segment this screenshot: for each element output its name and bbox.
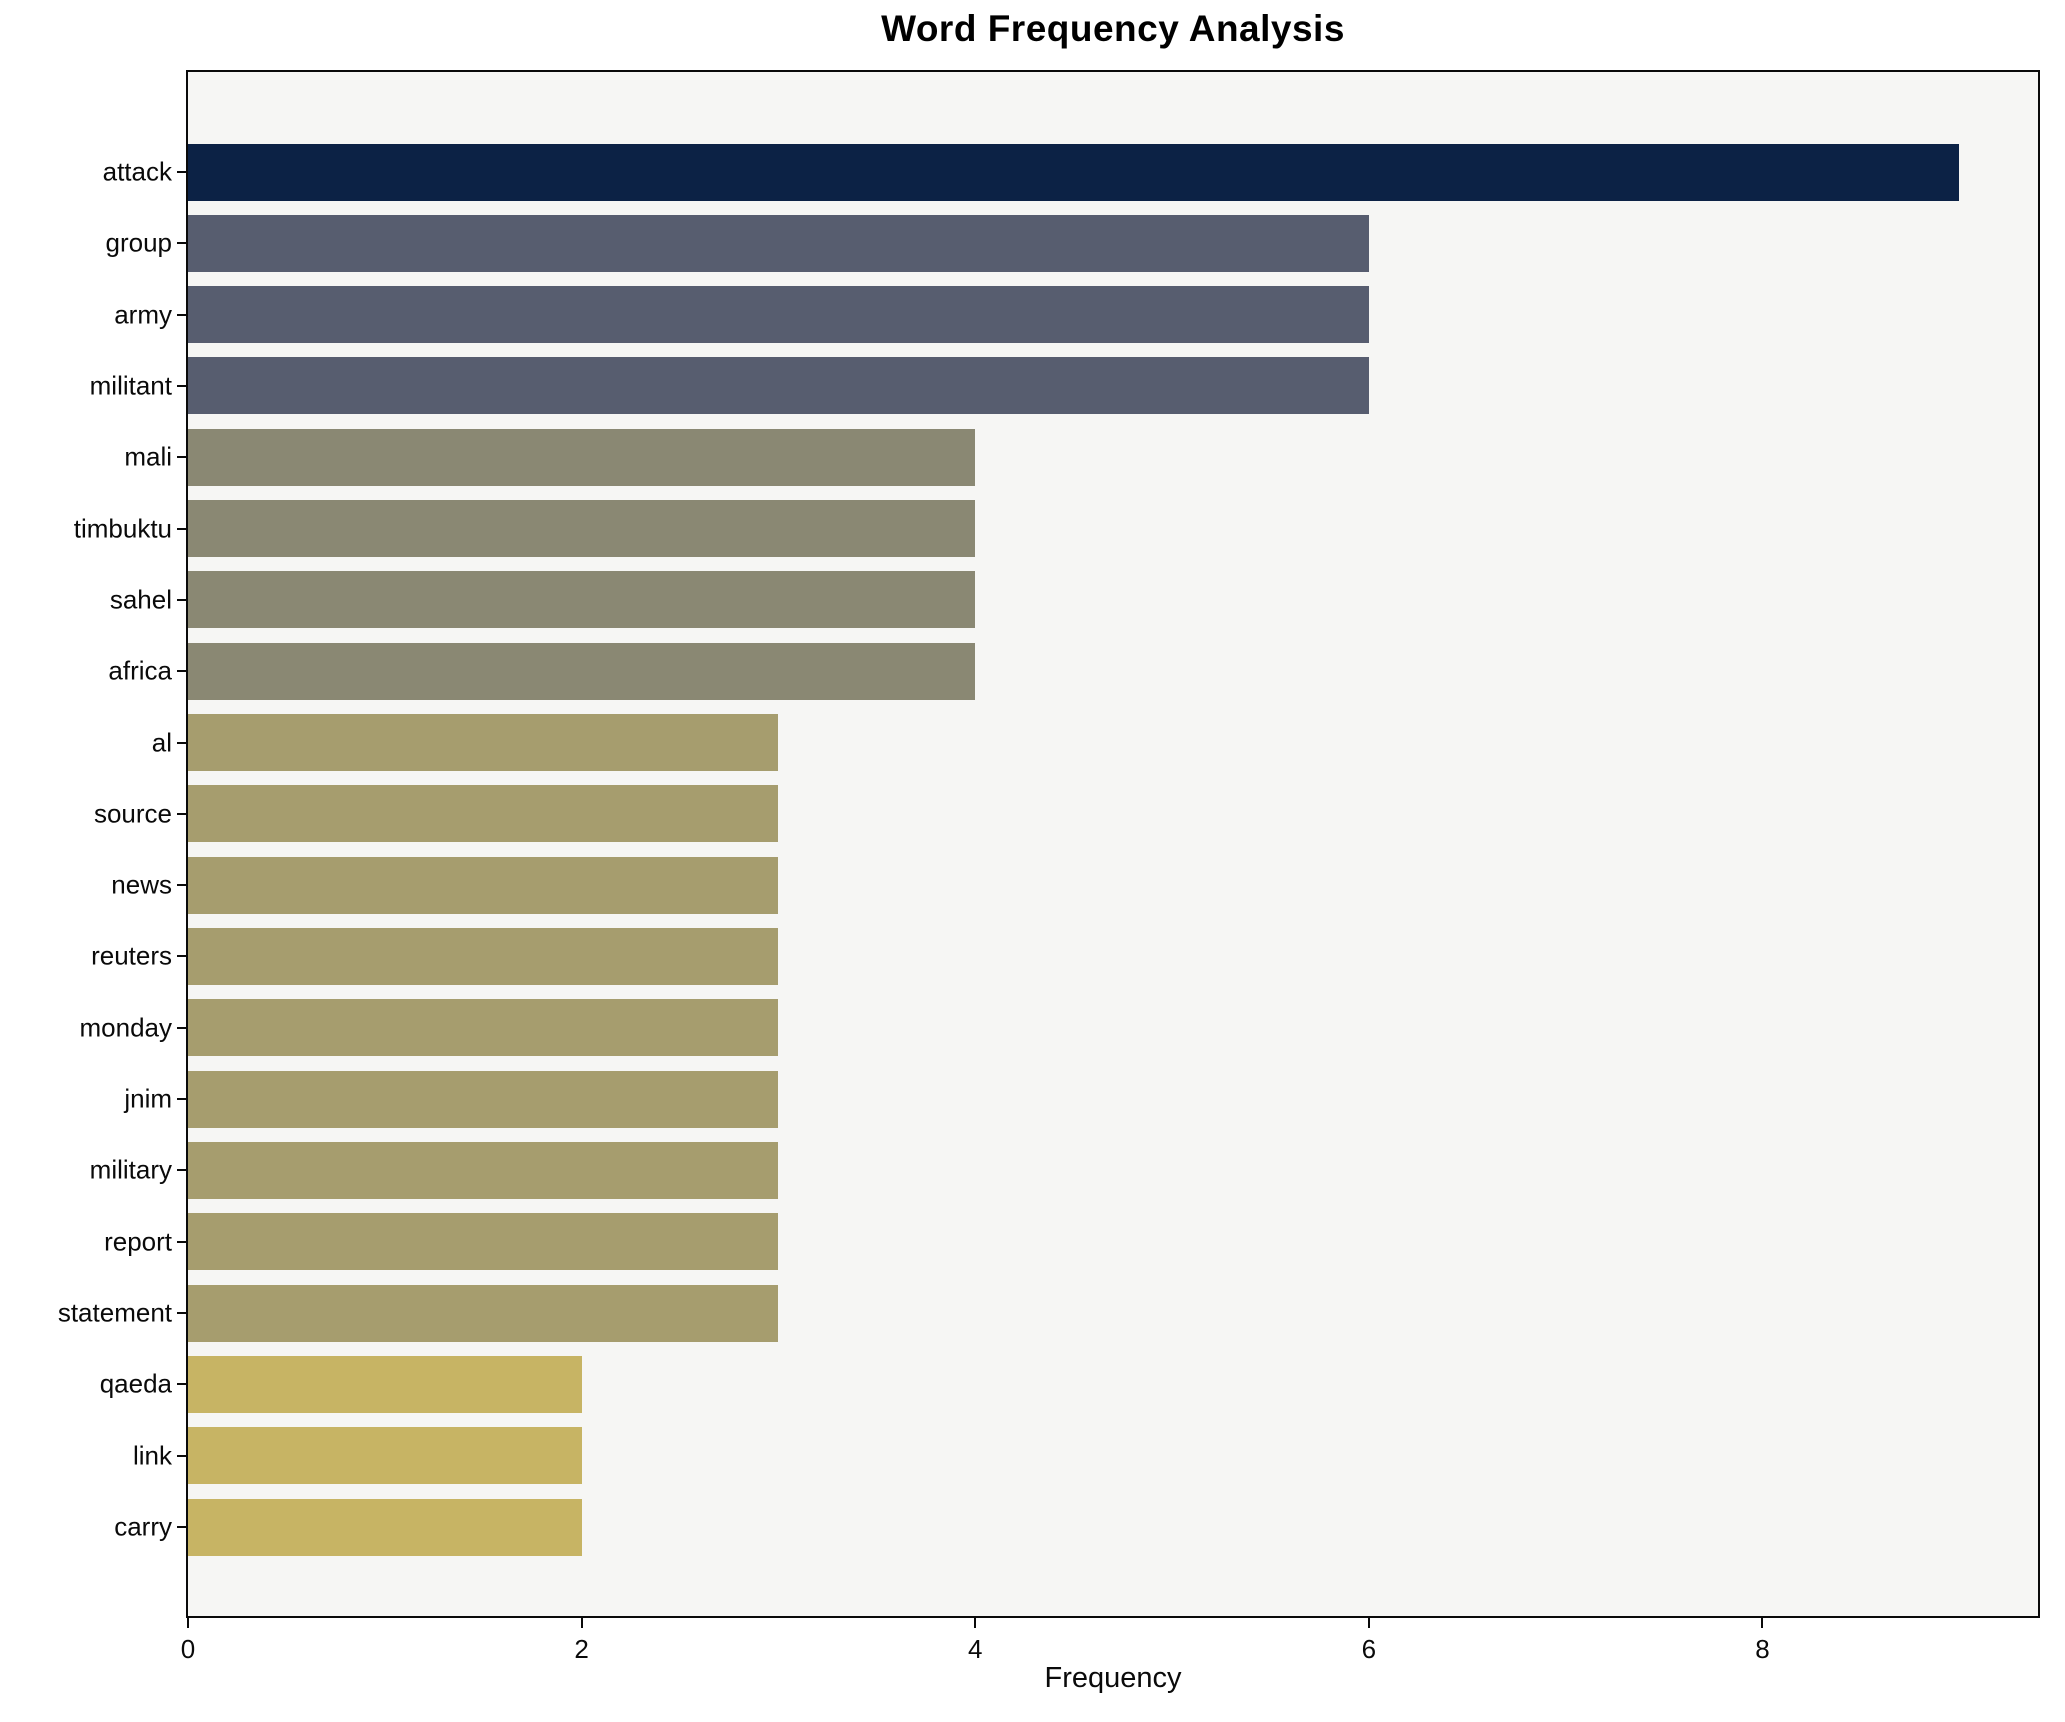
bar-timbuktu [188, 500, 976, 558]
y-tick-label-source: source [93, 798, 172, 829]
x-tick-mark [1367, 1618, 1370, 1628]
y-tick-label-qaeda: qaeda [99, 1368, 172, 1399]
bar-statement [188, 1284, 779, 1342]
bar-monday [188, 999, 779, 1057]
x-tick-mark [1761, 1618, 1764, 1628]
bar-carry [188, 1498, 582, 1556]
bar-jnim [188, 1070, 779, 1128]
y-tick-mark [177, 884, 186, 887]
y-tick-label-link: link [132, 1440, 172, 1471]
y-tick-label-militant: militant [89, 370, 172, 401]
y-tick-label-africa: africa [108, 655, 172, 686]
y-tick-mark [177, 741, 186, 744]
bar-link [188, 1427, 582, 1485]
y-tick-label-carry: carry [114, 1511, 172, 1542]
y-tick-mark [177, 1240, 186, 1243]
y-tick-mark [177, 313, 186, 316]
bar-africa [188, 642, 976, 700]
y-tick-mark [177, 527, 186, 530]
x-tick-mark [187, 1618, 189, 1628]
y-tick-label-jnim: jnim [124, 1083, 172, 1114]
x-axis-label: Frequency [1044, 1662, 1182, 1694]
y-tick-mark [177, 955, 186, 958]
x-tick-mark [580, 1618, 583, 1628]
y-tick-mark [177, 1526, 186, 1528]
x-tick-label-2: 2 [574, 1634, 589, 1664]
y-tick-label-monday: monday [79, 1012, 173, 1043]
plot-inner: attack group army militant mali timbuktu sahel… [58, 72, 2038, 1664]
x-tick-mark [974, 1618, 977, 1628]
y-tick-mark [177, 1026, 186, 1029]
y-tick-mark [177, 1098, 186, 1101]
bar-militant [188, 357, 1369, 415]
y-tick-label-reuters: reuters [91, 940, 172, 971]
bar-sahel [188, 571, 976, 629]
bar-source [188, 785, 779, 843]
bar-reuters [188, 927, 779, 985]
x-tick-label-8: 8 [1755, 1634, 1770, 1664]
y-tick-label-news: news [111, 869, 172, 900]
bar-mali [188, 428, 976, 486]
y-tick-label-statement: statement [57, 1297, 172, 1328]
y-tick-label-mali: mali [124, 441, 172, 472]
x-tick-label-0: 0 [180, 1634, 196, 1664]
bar-qaeda [188, 1355, 582, 1413]
y-tick-mark [177, 1454, 186, 1457]
y-tick-mark [177, 384, 186, 387]
y-tick-mark [177, 456, 186, 459]
chart-title: Word Frequency Analysis [881, 8, 1345, 49]
y-tick-label-timbuktu: timbuktu [73, 513, 172, 544]
bar-report [188, 1213, 779, 1271]
y-tick-mark [177, 242, 186, 245]
y-tick-mark [177, 670, 186, 673]
y-tick-mark [177, 171, 186, 173]
y-tick-mark [177, 1169, 186, 1172]
bar-group [188, 214, 1369, 272]
plot-area: attack group army militant mali timbuktu sahel… [58, 70, 2040, 1664]
x-tick-label-6: 6 [1361, 1634, 1377, 1664]
y-tick-label-al: al [151, 727, 172, 758]
y-tick-mark [177, 812, 186, 815]
y-tick-label-attack: attack [102, 156, 172, 187]
y-tick-label-army: army [114, 299, 172, 330]
y-tick-label-sahel: sahel [109, 584, 172, 615]
y-tick-label-military: military [89, 1154, 172, 1185]
bar-attack [188, 143, 1960, 201]
y-tick-label-report: report [104, 1226, 172, 1257]
bar-al [188, 714, 779, 772]
bar-military [188, 1141, 779, 1199]
y-tick-mark [177, 598, 186, 601]
x-tick-label-4: 4 [967, 1634, 983, 1664]
bar-army [188, 286, 1369, 344]
bar-news [188, 856, 779, 914]
y-tick-mark [177, 1312, 186, 1315]
y-tick-label-group: group [105, 227, 173, 258]
y-tick-mark [177, 1383, 186, 1386]
